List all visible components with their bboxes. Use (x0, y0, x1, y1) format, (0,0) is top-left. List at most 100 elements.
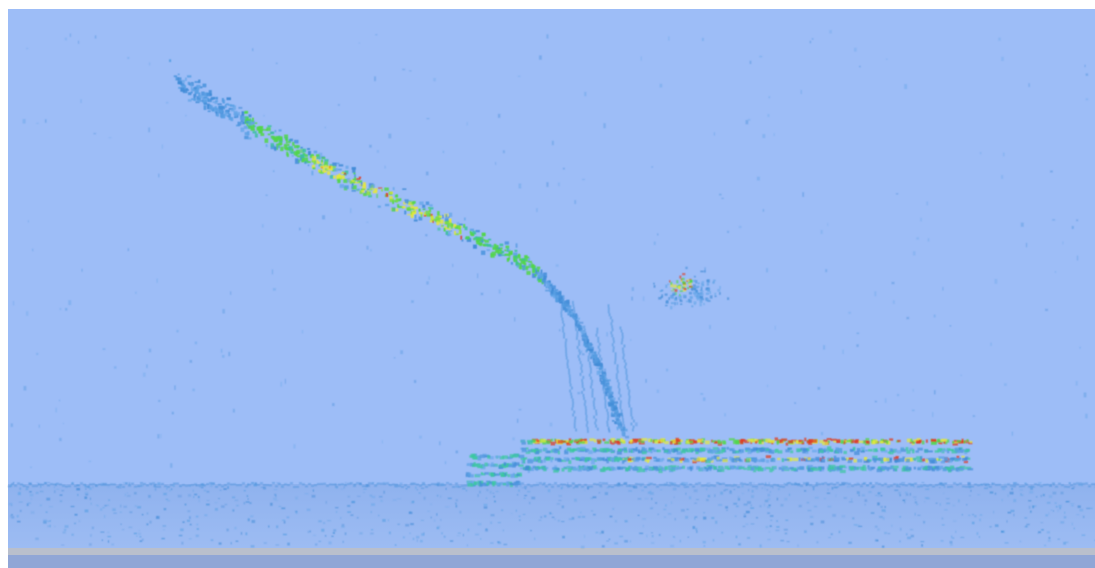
echo-dot (785, 520, 788, 521)
echo-dot (706, 468, 709, 471)
echo-dot (717, 448, 719, 451)
echo-dot (533, 484, 536, 486)
echo-dot (56, 489, 59, 490)
echo-dot (116, 486, 119, 488)
echo-dot (323, 522, 325, 524)
echo-dot (910, 529, 913, 530)
echo-dot (322, 157, 326, 159)
echo-dot (878, 466, 880, 468)
echo-dot (670, 285, 673, 287)
echo-dot (89, 487, 91, 490)
echo-dot (769, 449, 772, 453)
echo-dot (878, 493, 881, 496)
echo-dot (84, 496, 87, 499)
echo-dot (347, 483, 350, 485)
echo-dot (688, 283, 691, 285)
echo-dot (44, 483, 47, 485)
echo-dot (693, 280, 696, 282)
echo-dot (542, 279, 546, 283)
echo-dot (149, 521, 151, 524)
echo-dot (618, 397, 620, 400)
echo-dot (303, 149, 306, 152)
echo-dot (368, 482, 371, 484)
echo-dot (624, 360, 626, 363)
echo-dot (595, 425, 597, 428)
echo-dot (587, 344, 589, 347)
echo-dot (551, 442, 555, 446)
echo-dot (562, 468, 565, 471)
echo-dot (569, 518, 573, 520)
echo-dot (178, 74, 180, 76)
echo-dot (651, 498, 652, 500)
echo-dot (381, 189, 383, 191)
echo-dot (688, 537, 690, 538)
echo-dot (430, 504, 432, 506)
echo-dot (319, 541, 322, 542)
echo-dot (569, 311, 571, 313)
echo-dot (185, 89, 189, 91)
echo-dot (569, 307, 571, 311)
echo-dot (1001, 486, 1004, 488)
echo-dot (19, 502, 23, 503)
echo-dot (104, 505, 106, 507)
echo-dot (719, 286, 721, 289)
echo-dot (698, 293, 701, 295)
echo-dot (694, 489, 698, 492)
echogram (0, 0, 1095, 568)
echo-dot (602, 376, 604, 379)
echo-dot (864, 499, 867, 502)
echo-dot (635, 483, 638, 485)
echo-dot (247, 495, 248, 497)
echo-dot (181, 542, 183, 545)
echo-dot (426, 211, 430, 215)
echo-dot (605, 382, 609, 386)
echo-dot (1020, 541, 1022, 543)
echo-dot (321, 529, 324, 532)
echo-dot (544, 515, 547, 517)
echo-dot (1031, 485, 1034, 487)
echo-dot (581, 546, 585, 549)
echo-dot (395, 544, 397, 545)
echo-dot (525, 488, 527, 489)
echo-dot (665, 484, 668, 486)
echo-dot (834, 487, 838, 489)
echo-dot (223, 100, 226, 104)
echo-dot (49, 525, 50, 528)
echo-dot (437, 495, 438, 497)
echo-dot (171, 488, 172, 490)
echo-dot (388, 519, 389, 521)
echo-dot (584, 484, 587, 486)
echo-dot (404, 211, 406, 215)
echo-dot (907, 537, 911, 540)
echo-dot (414, 219, 418, 221)
echo-dot (808, 468, 810, 471)
echo-dot (633, 420, 635, 423)
echo-dot (992, 483, 995, 485)
echo-dot (585, 409, 587, 412)
echo-dot (813, 487, 815, 490)
echo-dot (995, 524, 999, 527)
echo-dot (596, 331, 598, 334)
echo-dot (658, 466, 661, 469)
echo-dot (164, 508, 167, 510)
echo-dot (559, 495, 563, 497)
echo-dot (559, 291, 562, 293)
echo-dot (484, 506, 488, 508)
echo-dot (673, 488, 677, 491)
echo-dot (956, 484, 959, 486)
echo-dot (140, 482, 143, 484)
echo-dot (523, 261, 526, 264)
echo-dot (599, 484, 602, 486)
echo-dot (562, 321, 564, 324)
echo-dot (583, 326, 585, 329)
echo-dot (669, 482, 673, 484)
echo-dot (268, 134, 271, 136)
echo-dot (180, 88, 184, 92)
echo-dot (383, 491, 384, 494)
echo-dot (743, 483, 746, 485)
echo-dot (554, 482, 557, 484)
echo-dot (490, 522, 492, 525)
echo-dot (135, 505, 137, 507)
echo-dot (169, 59, 171, 62)
echo-dot (540, 516, 542, 518)
